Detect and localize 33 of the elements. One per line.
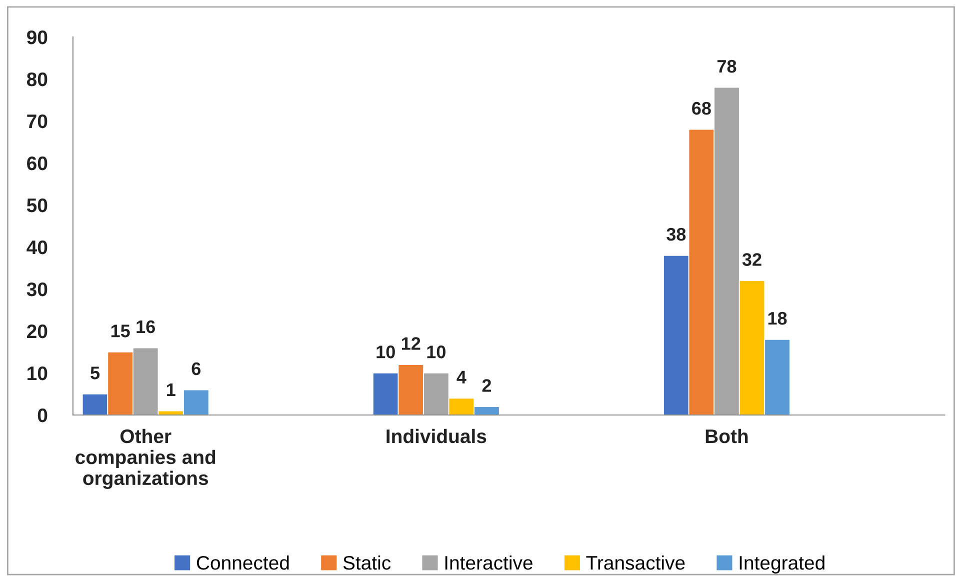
data-label: 4 [456,370,466,384]
y-tick-label: 90 [27,30,48,44]
y-tick-label: 40 [26,240,48,254]
data-label: 12 [402,337,420,350]
y-tick-label: 80 [26,72,48,86]
x-tick-label: Individuals [386,428,486,444]
y-tick-label: 10 [28,366,48,380]
data-label: 16 [136,320,155,334]
y-tick-label: 70 [27,114,48,128]
data-label: 1 [166,384,176,396]
data-label: 32 [742,253,762,266]
legend-label: Interactive [445,555,532,570]
y-tick-label: 60 [27,156,48,170]
y-tick-label: 0 [38,408,48,422]
legend-label: Connected [196,555,289,570]
y-tick-label: 50 [26,198,48,212]
y-tick-label: 30 [26,282,48,296]
data-label: 2 [482,379,492,392]
data-label: 38 [666,228,686,241]
y-tick-label: 20 [27,324,48,338]
data-label: 78 [717,60,736,73]
data-label: 10 [376,346,395,358]
legend-label: Integrated [740,555,824,574]
data-label: 6 [192,362,201,376]
legend-label: Transactive [586,555,685,570]
data-label: 18 [768,312,787,325]
x-tick-label: Other companies and organizations [76,428,216,489]
data-label: 15 [111,324,130,338]
data-label: 68 [692,102,711,115]
data-label: 10 [427,346,446,358]
legend-label: Static [343,555,391,570]
data-label: 5 [90,366,100,380]
x-tick-label: Both [706,428,748,444]
